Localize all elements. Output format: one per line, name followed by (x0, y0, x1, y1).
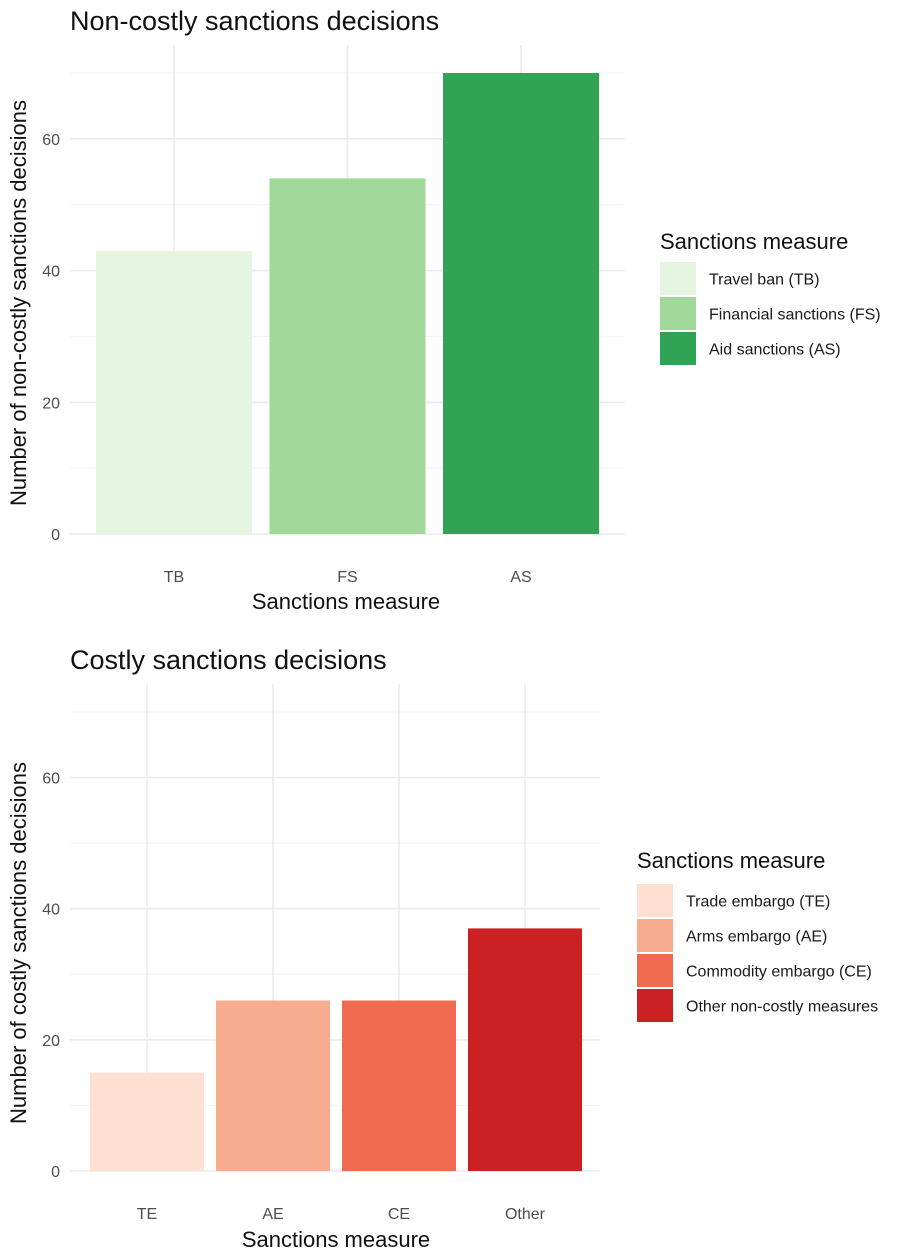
y-axis-title: Number of non-costly sanctions decisions (6, 100, 31, 506)
x-tick-label: TE (137, 1206, 157, 1223)
y-tick-label: 20 (42, 395, 60, 412)
bar-tb (96, 250, 252, 535)
x-axis-title: Sanctions measure (242, 1227, 430, 1251)
bar-ae (216, 1000, 330, 1171)
legend-label: Arms embargo (AE) (686, 929, 827, 946)
legend-swatch (660, 297, 696, 330)
legend-label: Trade embargo (TE) (686, 894, 830, 911)
x-tick-label: AS (510, 569, 531, 586)
legend-swatch (637, 989, 673, 1022)
chart-costly: Costly sanctions decisions 0 20 40 60 TE AE C… (6, 645, 878, 1251)
bars (90, 928, 582, 1171)
y-tick-labels: 0 20 40 60 (42, 132, 60, 544)
bar-as (443, 73, 599, 534)
chart-title: Non-costly sanctions decisions (70, 6, 439, 36)
chart-title: Costly sanctions decisions (70, 645, 387, 675)
x-tick-labels: TB FS AS (164, 569, 532, 586)
bar-te (90, 1072, 204, 1171)
x-tick-label: FS (337, 569, 357, 586)
bars (96, 73, 599, 535)
chart-non-costly: Non-costly sanctions decisions 0 20 40 60 T… (6, 6, 881, 614)
y-tick-label: 60 (42, 771, 60, 788)
y-axis-title: Number of costly sanctions decisions (6, 762, 31, 1124)
y-tick-label: 0 (51, 1164, 60, 1181)
bar-other (468, 928, 582, 1171)
y-tick-label: 20 (42, 1033, 60, 1050)
x-tick-label: Other (505, 1206, 546, 1223)
y-tick-label: 0 (51, 527, 60, 544)
legend-swatch (637, 919, 673, 952)
x-tick-label: CE (388, 1206, 410, 1223)
legend-label: Commodity embargo (CE) (686, 964, 872, 981)
legend-swatch (637, 884, 673, 917)
y-tick-label: 40 (42, 902, 60, 919)
legend: Sanctions measure Trade embargo (TE) Arms… (637, 848, 878, 1022)
x-tick-labels: TE AE CE Other (137, 1206, 546, 1223)
legend-title: Sanctions measure (660, 229, 848, 254)
y-tick-labels: 0 20 40 60 (42, 771, 60, 1181)
x-tick-label: TB (164, 569, 184, 586)
legend-label: Financial sanctions (FS) (709, 307, 881, 324)
legend-swatch (660, 262, 696, 295)
legend-swatch (660, 332, 696, 365)
x-axis-title: Sanctions measure (252, 589, 440, 614)
y-tick-label: 40 (42, 264, 60, 281)
legend-title: Sanctions measure (637, 848, 825, 873)
x-tick-label: AE (262, 1206, 283, 1223)
bar-ce (342, 1000, 456, 1171)
legend: Sanctions measure Travel ban (TB) Financi… (660, 229, 881, 365)
legend-label: Aid sanctions (AS) (709, 342, 841, 359)
legend-label: Other non-costly measures (686, 999, 878, 1016)
legend-label: Travel ban (TB) (709, 272, 820, 289)
bar-fs (269, 178, 426, 534)
y-tick-label: 60 (42, 132, 60, 149)
legend-swatch (637, 954, 673, 987)
